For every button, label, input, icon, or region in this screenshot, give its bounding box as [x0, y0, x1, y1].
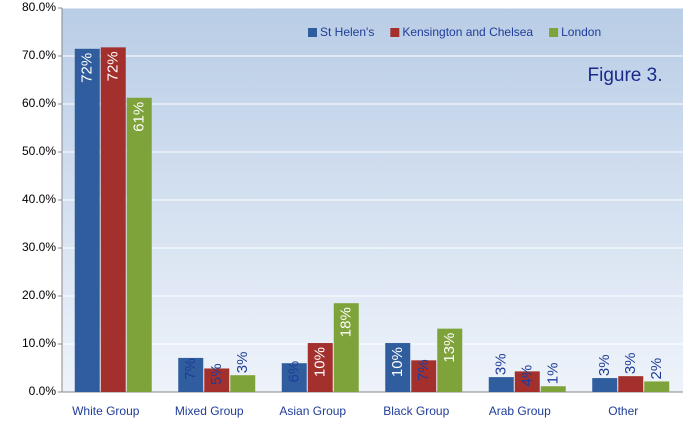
y-tick-label: 10.0%: [22, 336, 56, 350]
data-label: 72%: [105, 51, 122, 81]
bar: [411, 360, 437, 392]
x-tick-label: Black Group: [383, 404, 449, 418]
bar: [488, 377, 514, 392]
annotation: Figure 3.: [588, 65, 663, 86]
x-tick-label: Asian Group: [279, 404, 346, 418]
bar: [514, 371, 540, 392]
bar: [281, 363, 307, 392]
bar: [126, 97, 152, 392]
data-label: 72%: [79, 53, 96, 83]
y-tick-label: 0.0%: [29, 384, 57, 398]
legend-swatch: [549, 28, 559, 37]
y-tick-label: 20.0%: [22, 288, 56, 302]
bar: [74, 48, 100, 393]
data-label: 5%: [208, 363, 225, 385]
x-tick-label: Mixed Group: [175, 404, 244, 418]
bar: [437, 328, 463, 392]
bar: [385, 343, 411, 392]
bar: [618, 376, 644, 392]
legend-label: St Helen's: [320, 25, 374, 39]
x-tick-label: White Group: [72, 404, 140, 418]
x-tick-label: Other: [608, 404, 638, 418]
data-label: 3%: [622, 352, 639, 374]
data-label: 4%: [519, 365, 536, 387]
data-label: 3%: [493, 353, 510, 375]
data-label: 18%: [338, 307, 355, 337]
bar: [540, 386, 566, 392]
bar: [204, 368, 230, 392]
data-label: 7%: [415, 359, 432, 381]
legend-label: London: [561, 25, 601, 39]
y-tick-label: 40.0%: [22, 192, 56, 206]
data-label: 10%: [312, 347, 329, 377]
data-label: 13%: [441, 333, 458, 363]
bar: [178, 357, 204, 392]
data-label: 7%: [182, 358, 199, 380]
bar: [592, 378, 618, 392]
data-label: 3%: [596, 354, 613, 376]
bar: [333, 303, 359, 392]
bar: [230, 375, 256, 392]
y-tick-label: 60.0%: [22, 96, 56, 110]
bar: [644, 381, 670, 392]
data-label: 3%: [234, 352, 251, 374]
legend-swatch: [308, 28, 317, 37]
data-label: 2%: [648, 358, 665, 380]
legend-swatch: [390, 28, 400, 37]
bar: [100, 47, 126, 393]
data-label: 6%: [286, 361, 303, 383]
y-tick-label: 30.0%: [22, 240, 56, 254]
data-label: 10%: [389, 347, 406, 377]
y-tick-label: 70.0%: [22, 48, 56, 62]
bar: [307, 343, 333, 392]
x-tick-label: Arab Group: [489, 404, 551, 418]
data-label: 61%: [131, 102, 148, 132]
y-tick-label: 50.0%: [22, 144, 56, 158]
data-label: 1%: [545, 363, 562, 385]
y-tick-label: 80.0%: [22, 0, 56, 14]
legend-label: Kensington and Chelsea: [402, 25, 533, 39]
